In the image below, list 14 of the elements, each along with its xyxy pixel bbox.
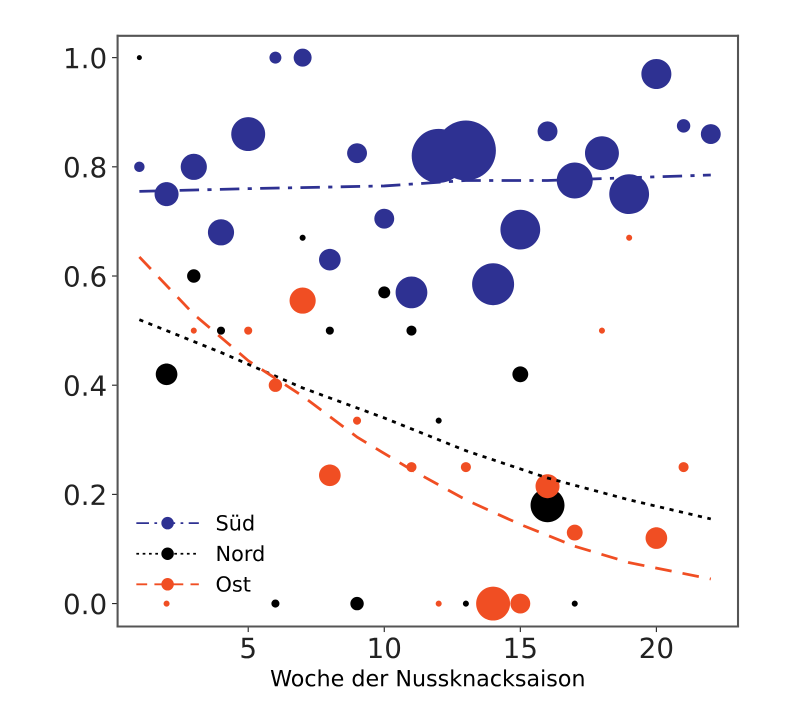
y-tick-label: 0.6 xyxy=(64,266,106,287)
y-tick-label: 0.4 xyxy=(64,375,106,396)
y-tick-label: 1.0 xyxy=(66,48,106,69)
legend-label: Süd xyxy=(216,514,254,531)
legend-label: Ost xyxy=(216,576,250,592)
legend-label: Nord xyxy=(218,545,264,562)
x-tick-label: 5 xyxy=(242,638,255,658)
y-tick-label: 0.8 xyxy=(64,156,106,178)
x-axis-title: Woche der Nussknacksaison xyxy=(270,669,584,687)
y-tick-label: 0.0 xyxy=(64,594,106,615)
x-tick-label: 15 xyxy=(506,638,536,658)
y-tick-label: 0.2 xyxy=(64,484,104,506)
x-tick-label: 20 xyxy=(640,637,672,658)
x-tick-label: 10 xyxy=(370,637,400,658)
